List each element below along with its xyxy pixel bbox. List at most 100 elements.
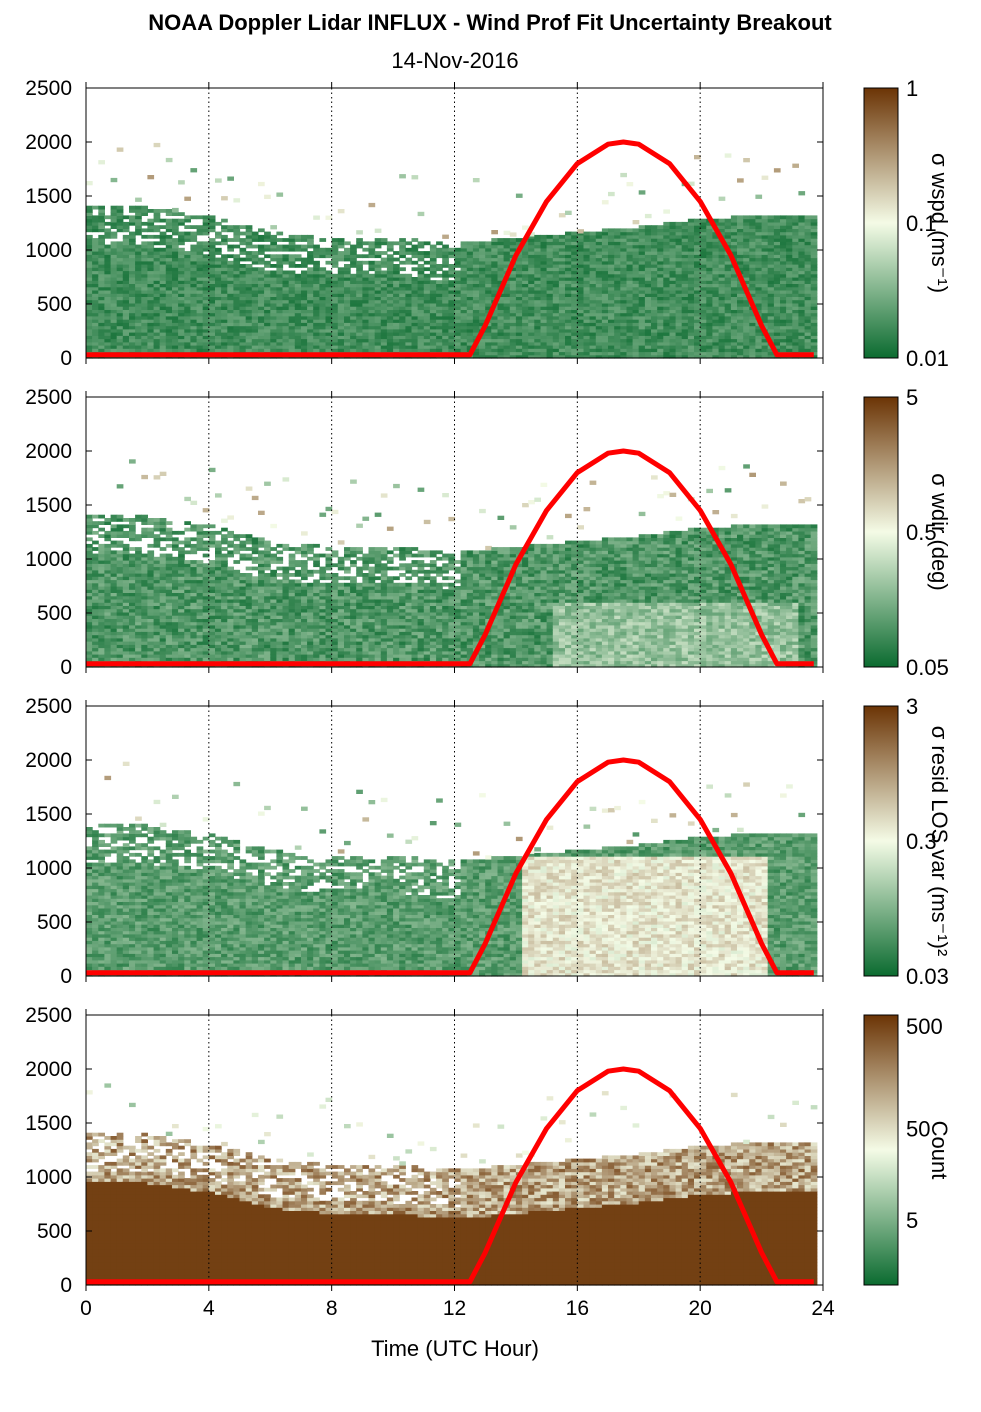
- heatmap-cell: [719, 316, 726, 320]
- heatmap-cell: [111, 609, 118, 613]
- heatmap-cell: [246, 348, 253, 352]
- heatmap-cell: [160, 248, 167, 252]
- heatmap-cell: [571, 332, 578, 336]
- heatmap-cell: [178, 300, 185, 304]
- heatmap-cell: [190, 225, 197, 229]
- heatmap-cell: [184, 197, 191, 201]
- heatmap-cell: [111, 576, 118, 580]
- heatmap-cell: [319, 322, 326, 326]
- heatmap-cell: [369, 284, 376, 288]
- heatmap-cell: [154, 274, 161, 278]
- heatmap-cell: [166, 332, 173, 336]
- heatmap-cell: [676, 274, 683, 278]
- heatmap-cell: [418, 306, 425, 310]
- heatmap-cell: [436, 316, 443, 320]
- heatmap-cell: [762, 274, 769, 278]
- heatmap-cell: [172, 290, 179, 294]
- heatmap-cell: [98, 648, 105, 652]
- heatmap-cell: [104, 332, 111, 336]
- heatmap-cell: [264, 332, 271, 336]
- heatmap-cell: [258, 348, 265, 352]
- heatmap-cell: [258, 322, 265, 326]
- heatmap-cell: [712, 267, 719, 271]
- heatmap-cell: [608, 339, 615, 343]
- heatmap-cell: [344, 258, 351, 262]
- heatmap-cell: [700, 332, 707, 336]
- heatmap-cell: [510, 322, 517, 326]
- heatmap-cell: [86, 209, 93, 213]
- heatmap-cell: [276, 339, 283, 343]
- heatmap-cell: [166, 219, 173, 223]
- heatmap-cell: [731, 348, 738, 352]
- heatmap-cell: [387, 254, 394, 258]
- heatmap-cell: [86, 515, 93, 519]
- heatmap-cell: [436, 267, 443, 271]
- heatmap-cell: [590, 251, 597, 255]
- heatmap-cell: [541, 235, 548, 239]
- heatmap-cell: [221, 316, 228, 320]
- heatmap-cell: [657, 316, 664, 320]
- heatmap-cell: [608, 192, 615, 196]
- heatmap-cell: [805, 215, 812, 219]
- heatmap-cell: [651, 251, 658, 255]
- heatmap-cell: [811, 235, 818, 239]
- heatmap-cell: [627, 316, 634, 320]
- heatmap-cell: [104, 560, 111, 564]
- heatmap-cell: [627, 322, 634, 326]
- heatmap-cell: [289, 339, 296, 343]
- heatmap-cell: [313, 339, 320, 343]
- heatmap-cell: [123, 631, 130, 635]
- heatmap-cell: [590, 300, 597, 304]
- heatmap-cell: [86, 583, 93, 587]
- heatmap-cell: [154, 248, 161, 252]
- heatmap-cell: [485, 274, 492, 278]
- heatmap-cell: [209, 225, 216, 229]
- heatmap-cell: [774, 267, 781, 271]
- heatmap-cell: [147, 209, 154, 213]
- heatmap-cell: [141, 267, 148, 271]
- heatmap-cell: [338, 300, 345, 304]
- heatmap-cell: [798, 258, 805, 262]
- heatmap-cell: [393, 251, 400, 255]
- heatmap-cell: [412, 238, 419, 242]
- heatmap-cell: [307, 284, 314, 288]
- heatmap-cell: [768, 274, 775, 278]
- heatmap-cell: [123, 235, 130, 239]
- heatmap-cell: [768, 241, 775, 245]
- heatmap-cell: [362, 241, 369, 245]
- heatmap-cell: [749, 219, 756, 223]
- heatmap-cell: [577, 235, 584, 239]
- heatmap-cell: [319, 339, 326, 343]
- heatmap-cell: [645, 300, 652, 304]
- heatmap-cell: [706, 241, 713, 245]
- heatmap-cell: [104, 215, 111, 219]
- heatmap-cell: [473, 178, 480, 182]
- heatmap-cell: [276, 300, 283, 304]
- heatmap-cell: [602, 290, 609, 294]
- heatmap-cell: [381, 339, 388, 343]
- heatmap-cell: [117, 518, 124, 522]
- heatmap-cell: [160, 209, 167, 213]
- heatmap-cell: [522, 339, 529, 343]
- heatmap-cell: [307, 332, 314, 336]
- heatmap-cell: [92, 515, 99, 519]
- heatmap-cell: [436, 251, 443, 255]
- heatmap-cell: [104, 316, 111, 320]
- heatmap-cell: [117, 550, 124, 554]
- heatmap-cell: [467, 241, 474, 245]
- heatmap-cell: [405, 290, 412, 294]
- heatmap-cell: [602, 300, 609, 304]
- heatmap-cell: [559, 332, 566, 336]
- heatmap-cell: [313, 267, 320, 271]
- heatmap-cell: [491, 251, 498, 255]
- heatmap-cell: [614, 241, 621, 245]
- heatmap-cell: [565, 284, 572, 288]
- heatmap-cell: [270, 274, 277, 278]
- heatmap-cell: [252, 251, 259, 255]
- heatmap-cell: [147, 348, 154, 352]
- heatmap-cell: [682, 225, 689, 229]
- heatmap-cell: [737, 241, 744, 245]
- heatmap-cell: [227, 274, 234, 278]
- heatmap-cell: [786, 219, 793, 223]
- heatmap-cell: [596, 241, 603, 245]
